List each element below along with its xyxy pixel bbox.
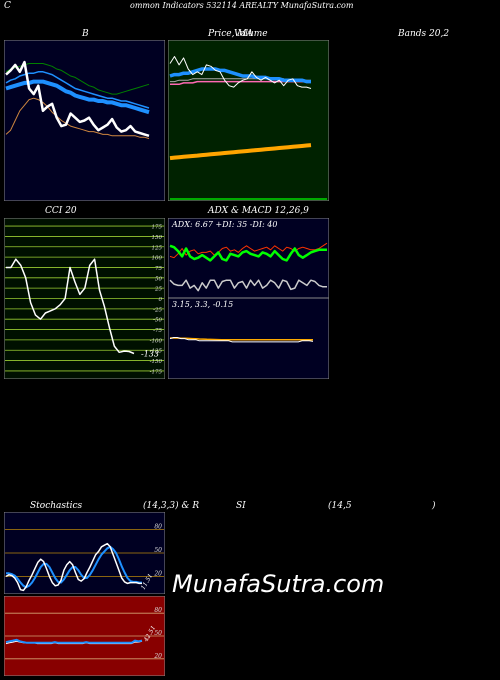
- minus-di-line: [169, 242, 328, 259]
- cci-tick-label: -175: [150, 369, 163, 375]
- middle-band-line: [5, 79, 150, 115]
- cci-tick-label: 50: [155, 276, 162, 282]
- cci-tick-label: -50: [153, 318, 162, 324]
- stoch-tick-label: 80: [154, 524, 162, 531]
- ma-blue-line: [169, 67, 311, 84]
- macd-values: 3.15, 3.3, -0.15: [172, 300, 233, 309]
- cci-tick-label: -125: [150, 349, 163, 355]
- lower-band-line: [5, 97, 150, 140]
- stoch-tick-label: 20: [153, 570, 162, 577]
- page-title: ommon Indicators 532114 AREALTY MunafaSu…: [130, 1, 354, 10]
- cci-label: CCI 20: [45, 206, 77, 216]
- plus-di-line: [169, 244, 327, 262]
- cci-tick-label: 175: [152, 225, 163, 231]
- cci-tick-label: 0: [159, 297, 163, 303]
- stoch-k-line: [5, 542, 142, 592]
- price-line: [169, 56, 312, 89]
- cci-tick-label: -150: [150, 359, 163, 365]
- macd-signal-line: [170, 337, 313, 341]
- cci-tick-label: -25: [153, 307, 162, 313]
- stoch-label-5: ): [432, 501, 436, 511]
- cci-tick-label: 75: [155, 266, 162, 272]
- adx-values: ADX: 6.67 +DI: 35 -DI: 40: [171, 220, 277, 229]
- cci-tick-label: 25: [154, 287, 162, 293]
- adx-line: [169, 279, 327, 292]
- macd-line: [169, 337, 314, 343]
- price-line: [5, 60, 150, 137]
- cci-chart: 175 150 125 100 75 50 25 0 -25 -50 -75 -100 -125 -150…: [4, 218, 165, 379]
- stoch-label-3: SI: [236, 501, 246, 511]
- adx-chart: ADX: 6.67 +DI: 35 -DI: 40: [168, 218, 329, 298]
- volume-baseline: [170, 198, 327, 200]
- price-ma-label: Price, MA: [208, 29, 254, 39]
- cci-tick-label: 125: [152, 245, 163, 251]
- rsi-tick-label: 20: [153, 653, 162, 660]
- inner-band-line: [5, 71, 150, 109]
- bands-label: Bands 20,2: [398, 29, 450, 39]
- header-c: C: [4, 1, 11, 11]
- upper-band-line: [5, 63, 150, 95]
- cci-tick-label: -75: [153, 328, 162, 334]
- stoch-tick-label: 50: [154, 547, 162, 554]
- volume-label: Volume: [234, 29, 268, 39]
- rsi-tick-label: 80: [154, 607, 162, 614]
- cci-tick-label: 150: [152, 235, 163, 241]
- rsi-line: [5, 638, 143, 644]
- cci-line: [6, 258, 135, 355]
- macd-chart: 3.15, 3.3, -0.15: [168, 298, 329, 379]
- bollinger-chart: [4, 40, 165, 201]
- volume-line: [169, 143, 312, 161]
- stoch-label-1: Stochastics: [30, 501, 83, 511]
- stoch-label-2: (14,3,3) & R: [143, 501, 200, 511]
- cci-tick-label: -100: [150, 338, 163, 344]
- bollinger-label: B: [82, 29, 89, 39]
- adx-macd-label: ADX & MACD 12,26,9: [208, 206, 309, 216]
- rsi-tick-label: 50: [154, 630, 162, 637]
- price-background: [168, 40, 329, 201]
- price-ma-chart: [168, 40, 329, 201]
- stoch-label-4: (14,5: [328, 501, 352, 511]
- cci-tick-label: 100: [152, 256, 163, 262]
- watermark: MunafaSutra.com: [172, 570, 385, 598]
- cci-last-value: -133: [141, 350, 159, 359]
